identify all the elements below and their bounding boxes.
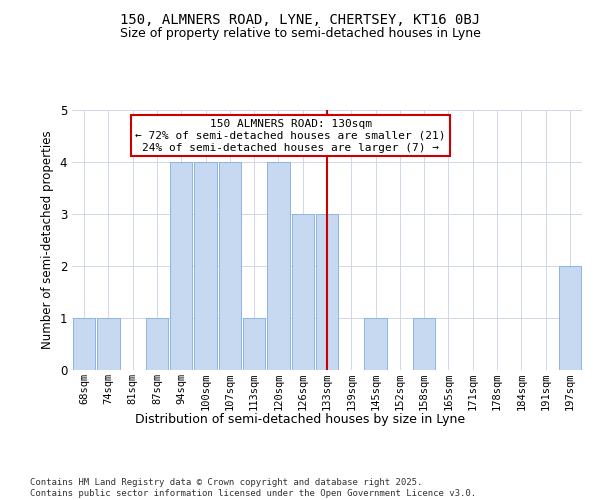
Text: 150, ALMNERS ROAD, LYNE, CHERTSEY, KT16 0BJ: 150, ALMNERS ROAD, LYNE, CHERTSEY, KT16 … — [120, 12, 480, 26]
Text: Size of property relative to semi-detached houses in Lyne: Size of property relative to semi-detach… — [119, 28, 481, 40]
Bar — [97, 318, 119, 370]
Bar — [218, 162, 241, 370]
Bar — [292, 214, 314, 370]
Bar — [267, 162, 290, 370]
Bar — [243, 318, 265, 370]
Bar — [170, 162, 193, 370]
Bar — [413, 318, 436, 370]
Bar — [364, 318, 387, 370]
Bar — [316, 214, 338, 370]
Text: Distribution of semi-detached houses by size in Lyne: Distribution of semi-detached houses by … — [135, 412, 465, 426]
Text: 150 ALMNERS ROAD: 130sqm
← 72% of semi-detached houses are smaller (21)
24% of s: 150 ALMNERS ROAD: 130sqm ← 72% of semi-d… — [136, 120, 446, 152]
Bar — [194, 162, 217, 370]
Y-axis label: Number of semi-detached properties: Number of semi-detached properties — [41, 130, 54, 350]
Bar — [559, 266, 581, 370]
Bar — [146, 318, 168, 370]
Bar — [73, 318, 95, 370]
Text: Contains HM Land Registry data © Crown copyright and database right 2025.
Contai: Contains HM Land Registry data © Crown c… — [30, 478, 476, 498]
